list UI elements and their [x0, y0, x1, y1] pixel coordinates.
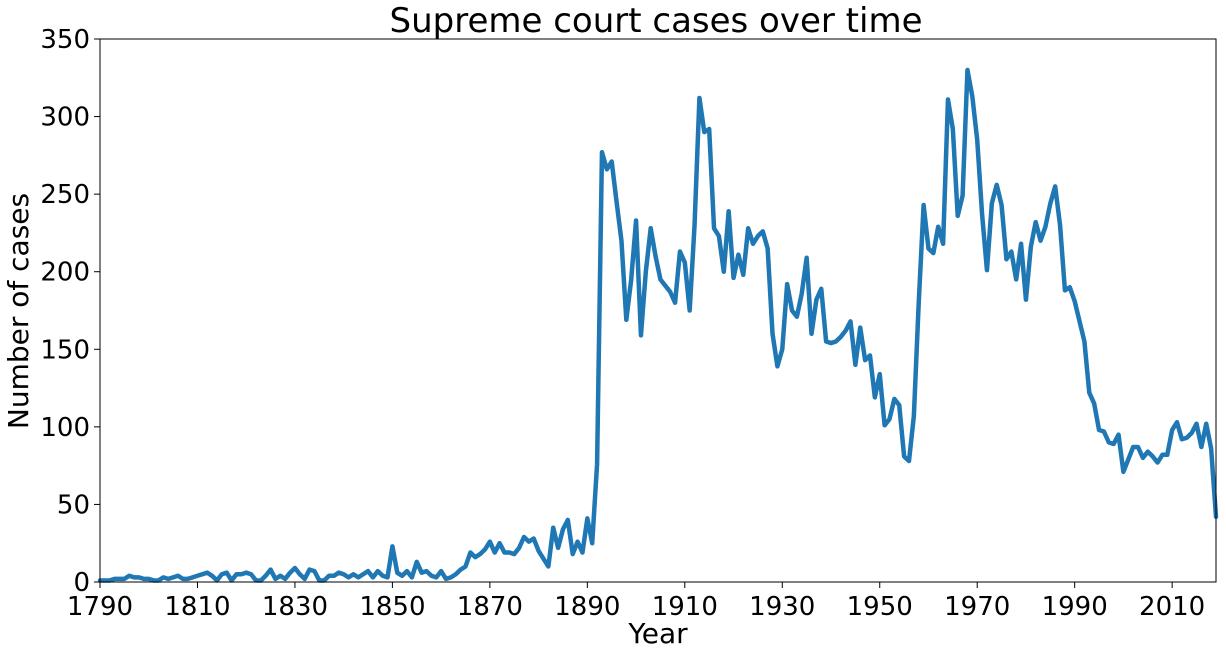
- y-tick-label: 100: [40, 413, 90, 443]
- x-tick-label: 1990: [1042, 592, 1108, 622]
- x-tick-label: 1970: [944, 592, 1010, 622]
- y-tick-label: 250: [40, 180, 90, 210]
- x-tick-label: 1830: [262, 592, 328, 622]
- x-tick-label: 1950: [847, 592, 913, 622]
- x-tick-label: 1810: [164, 592, 230, 622]
- y-tick-label: 150: [40, 335, 90, 365]
- y-tick-label: 300: [40, 103, 90, 133]
- x-axis-label: Year: [627, 617, 688, 650]
- x-tick-label: 1910: [652, 592, 718, 622]
- x-tick-label: 1870: [457, 592, 523, 622]
- chart-title: Supreme court cases over time: [390, 1, 923, 41]
- y-axis: 0 50 100 150 200 250 300 350: [40, 25, 100, 598]
- x-axis: 1790 1810 1830 1850 1870 1890 1910 1930 1950 1970…: [67, 582, 1205, 622]
- x-tick-label: 1930: [749, 592, 815, 622]
- x-tick-label: 1890: [554, 592, 620, 622]
- y-axis-label: Number of cases: [2, 193, 35, 429]
- y-tick-label: 200: [40, 258, 90, 288]
- x-tick-label: 1790: [67, 592, 133, 622]
- x-tick-label: 2010: [1139, 592, 1205, 622]
- y-tick-label: 0: [73, 568, 90, 598]
- plot-frame: [99, 38, 1217, 583]
- plot-area: [97, 67, 1219, 583]
- y-tick-label: 50: [57, 490, 90, 520]
- x-tick-label: 1850: [359, 592, 425, 622]
- series-line: [97, 67, 1219, 583]
- y-tick-label: 350: [40, 25, 90, 55]
